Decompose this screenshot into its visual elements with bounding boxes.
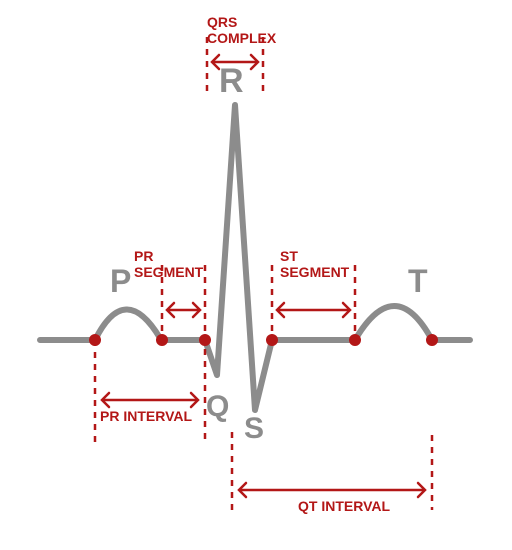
annotation-label: PR INTERVAL	[100, 408, 192, 424]
baseline-marker	[89, 334, 101, 346]
wave-label-t: T	[408, 263, 428, 300]
baseline-marker	[349, 334, 361, 346]
wave-label-p: P	[110, 263, 131, 300]
baseline-marker	[156, 334, 168, 346]
wave-label-r: R	[219, 62, 244, 101]
annotation-label: ST SEGMENT	[280, 248, 349, 280]
wave-label-q: Q	[206, 390, 229, 424]
wave-label-s: S	[244, 412, 264, 446]
annotation-label: QRS COMPLEX	[207, 14, 276, 46]
ecg-svg	[0, 0, 512, 550]
annotation-label: PR SEGMENT	[134, 248, 203, 280]
ecg-diagram: P R QS T QRS COMPLEX PR SEGMENT ST SEGMENT PR I…	[0, 0, 512, 550]
baseline-marker	[199, 334, 211, 346]
ecg-waveform	[40, 105, 470, 410]
baseline-marker	[426, 334, 438, 346]
baseline-marker	[266, 334, 278, 346]
annotation-label: QT INTERVAL	[298, 498, 390, 514]
